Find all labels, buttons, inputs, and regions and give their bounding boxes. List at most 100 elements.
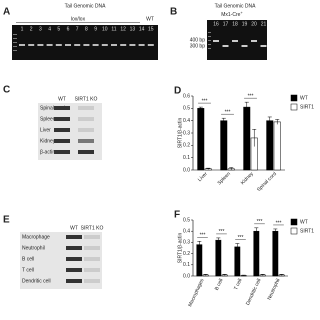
x-tick-label: B cell bbox=[214, 278, 225, 292]
blot-band bbox=[66, 246, 82, 250]
blot-band bbox=[66, 235, 82, 239]
lane-number: 20 bbox=[251, 21, 257, 27]
x-tick-label: Macrophages bbox=[187, 277, 205, 307]
lane-number: 7 bbox=[76, 26, 79, 32]
panel-label: E bbox=[3, 215, 10, 226]
lane-number: 5 bbox=[57, 26, 60, 32]
lane-number: 21 bbox=[261, 21, 267, 27]
lane-number: 15 bbox=[148, 26, 154, 32]
sig-label: *** bbox=[248, 93, 254, 99]
ladder-band bbox=[13, 42, 17, 43]
blot-row-label: T cell bbox=[22, 267, 34, 273]
error-bar bbox=[235, 243, 240, 251]
sig-label: *** bbox=[219, 229, 225, 235]
bar bbox=[266, 120, 274, 171]
blot-column: WT bbox=[70, 225, 78, 231]
blot-row-label: Dendritic cell bbox=[22, 278, 51, 284]
y-tick-label: 0.6 bbox=[183, 93, 190, 99]
gel-band bbox=[28, 44, 35, 46]
gel-band bbox=[241, 45, 248, 47]
ladder-band bbox=[208, 48, 211, 49]
blot-band bbox=[54, 117, 70, 121]
gel-band bbox=[222, 45, 229, 47]
error-bar bbox=[203, 274, 208, 276]
lane-number: 1 bbox=[21, 26, 24, 32]
blot-column: SIRT1 KO bbox=[75, 96, 98, 102]
bar bbox=[234, 246, 241, 277]
blot-band bbox=[54, 150, 70, 154]
panel-label: C bbox=[3, 85, 10, 96]
x-tick-label: Liver bbox=[197, 171, 209, 183]
legend-label: WT bbox=[300, 219, 308, 225]
ladder-band bbox=[208, 32, 211, 33]
blot-band bbox=[54, 128, 70, 132]
x-tick-label: T cell bbox=[233, 278, 243, 291]
lane-number: 6 bbox=[67, 26, 70, 32]
ladder-band bbox=[208, 40, 211, 41]
error-bar bbox=[197, 241, 202, 248]
y-tick-label: 0.3 bbox=[183, 240, 190, 246]
blot-band bbox=[66, 279, 82, 283]
y-tick-label: 0.0 bbox=[183, 167, 190, 173]
y-tick-label: 0.4 bbox=[183, 118, 190, 124]
blot-band bbox=[78, 128, 94, 132]
error-bar bbox=[275, 119, 280, 125]
blot-band bbox=[78, 106, 94, 110]
blot-band bbox=[78, 117, 94, 121]
error-bar bbox=[260, 274, 265, 276]
genotype-sup: + bbox=[240, 10, 243, 15]
error-bar bbox=[267, 116, 272, 125]
ladder-band bbox=[208, 36, 211, 37]
ladder-band bbox=[13, 50, 17, 51]
blot-band bbox=[54, 106, 70, 110]
bar bbox=[272, 230, 279, 277]
y-axis-title: SIRT1/β-actin bbox=[177, 232, 183, 263]
error-bar bbox=[221, 117, 226, 124]
sig-label: *** bbox=[202, 98, 208, 104]
y-tick-label: 0.2 bbox=[183, 143, 190, 149]
marker-label: 300 bp bbox=[190, 43, 206, 49]
sig-label: *** bbox=[200, 233, 206, 239]
panel-label: D bbox=[174, 86, 181, 97]
gel-band bbox=[232, 40, 238, 42]
x-tick-label: Spleen bbox=[217, 171, 232, 186]
blot-row-label: Spinal cord bbox=[40, 105, 65, 111]
blot-band bbox=[66, 268, 82, 272]
y-tick-label: 0.1 bbox=[183, 262, 190, 268]
lane-number: 14 bbox=[139, 26, 145, 32]
lane-number: 18 bbox=[232, 21, 238, 27]
x-tick-label: Dendritic cell bbox=[245, 278, 263, 306]
gel-band bbox=[251, 40, 257, 42]
panel-label: F bbox=[174, 210, 180, 221]
blot-band bbox=[84, 246, 100, 250]
panel-label: A bbox=[3, 7, 10, 18]
lane-number: 10 bbox=[102, 26, 108, 32]
error-bar bbox=[252, 129, 257, 147]
bar bbox=[220, 120, 228, 171]
y-tick-label: 0.4 bbox=[183, 229, 190, 235]
gel-band bbox=[111, 44, 117, 46]
blot-row-label: Kidney bbox=[40, 138, 56, 144]
bar bbox=[273, 121, 281, 171]
lane-number: 3 bbox=[39, 26, 42, 32]
legend-label: WT bbox=[300, 95, 308, 101]
blot-row-label: Liver bbox=[40, 127, 51, 133]
error-bar bbox=[222, 274, 227, 276]
x-tick-label: Neutrophil bbox=[266, 278, 281, 301]
gel-band bbox=[138, 44, 145, 46]
blot-band bbox=[66, 257, 82, 261]
lane-number: 2 bbox=[30, 26, 33, 32]
gel-band bbox=[55, 44, 62, 46]
gel-band bbox=[147, 44, 154, 46]
blot-column: WT bbox=[58, 96, 66, 102]
bar bbox=[253, 230, 260, 277]
gel-band bbox=[92, 44, 99, 46]
lane-number: 13 bbox=[130, 26, 136, 32]
sig-label: *** bbox=[238, 235, 244, 241]
legend-swatch bbox=[290, 103, 298, 111]
gel-band bbox=[120, 44, 127, 46]
blot-band bbox=[84, 268, 100, 272]
error-bar bbox=[279, 274, 284, 276]
gel-band bbox=[101, 44, 108, 46]
